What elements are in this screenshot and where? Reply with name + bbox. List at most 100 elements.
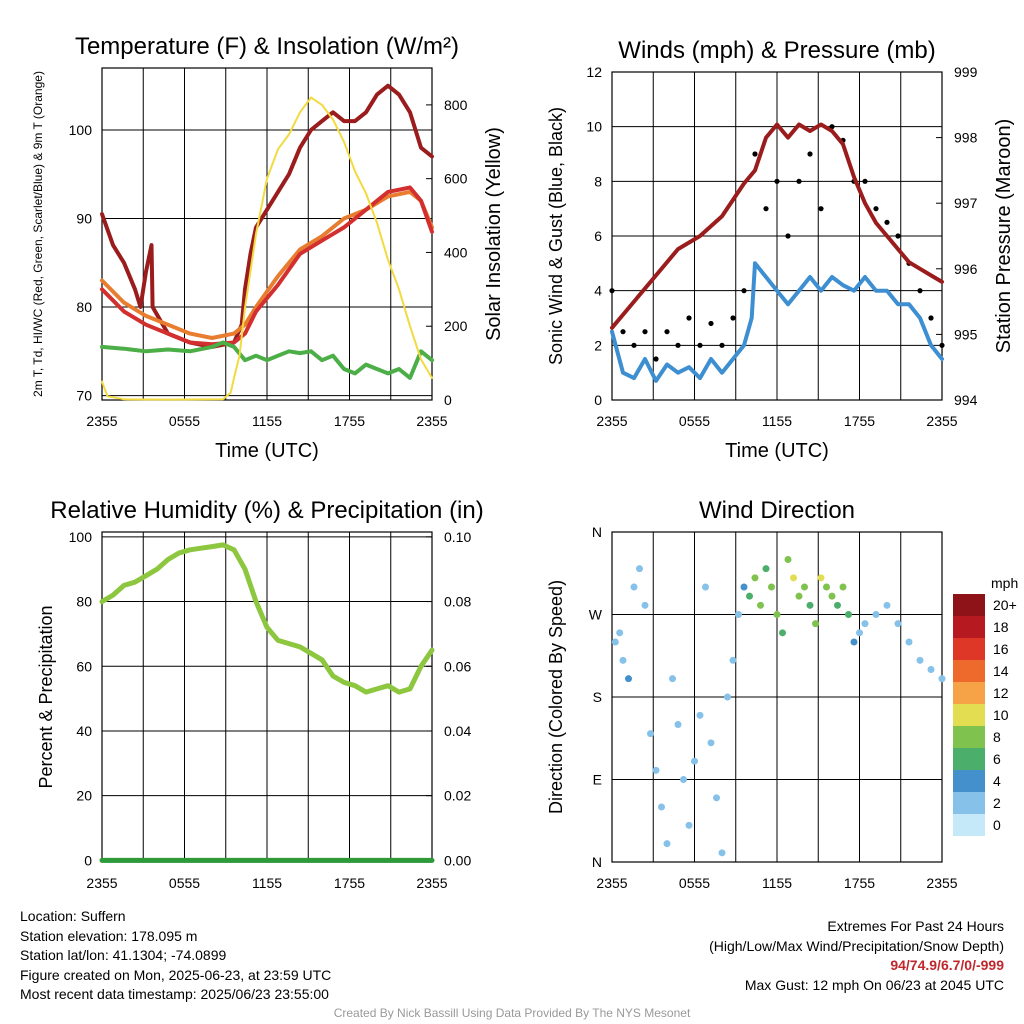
x-tick-label: 2355 <box>926 413 957 429</box>
legend-swatch <box>953 770 985 792</box>
chart-title: Relative Humidity (%) & Precipitation (i… <box>50 497 483 524</box>
gust-point <box>862 178 868 184</box>
x-tick-label: 1155 <box>762 875 792 891</box>
gust-point <box>763 206 769 212</box>
y-tick-label: 100 <box>69 122 93 138</box>
direction-point <box>768 583 775 591</box>
y2-tick-label: 600 <box>444 171 468 187</box>
series-line-2 <box>100 189 434 340</box>
legend-swatch <box>953 726 985 748</box>
direction-point <box>850 638 858 646</box>
chart-panel-2: 2355 0555 1155 1755 2355 Winds (mph) & Pressu… <box>546 37 1015 462</box>
direction-point <box>784 556 792 563</box>
direction-point <box>696 711 704 719</box>
legend-label: 4 <box>993 773 1001 789</box>
chart-panel-4: 2355 0555 1155 1755 2355 Wind Direction Direct… <box>546 497 1018 891</box>
direction-point <box>729 656 737 664</box>
y2-tick-label: 0.02 <box>444 788 471 804</box>
direction-point <box>883 601 891 609</box>
x-tick-label: 0555 <box>169 413 200 429</box>
y-tick-label: 90 <box>76 211 92 227</box>
figure-created: Figure created on Mon, 2025-06-23, at 23… <box>20 966 332 983</box>
direction-point <box>663 840 671 848</box>
max-gust: Max Gust: 12 mph On 06/23 at 2045 UTC <box>744 976 1004 993</box>
direction-point <box>674 721 682 728</box>
direction-point <box>746 592 753 600</box>
y-tick-label: 100 <box>69 529 93 545</box>
legend-swatch <box>953 682 985 704</box>
y-tick-label: 2 <box>594 337 602 353</box>
recent-data-timestamp: Most recent data timestamp: 2025/06/23 2… <box>20 986 329 1002</box>
series-line-1 <box>99 542 435 695</box>
credit-line: Created By Nick Bassill Using Data Provi… <box>333 1006 691 1020</box>
direction-point <box>762 565 770 573</box>
y-axis-label: Direction (Colored By Speed) <box>546 580 566 814</box>
gust-point <box>752 151 758 157</box>
gust-point <box>653 356 659 362</box>
legend-label: 8 <box>993 729 1001 745</box>
y-tick-label: 10 <box>586 119 602 135</box>
direction-point <box>652 766 660 774</box>
legend-label: 6 <box>993 751 1001 767</box>
y-tick-label: 6 <box>594 228 602 244</box>
direction-point <box>823 583 830 591</box>
legend-swatch <box>953 748 985 770</box>
y-tick-label: 0 <box>594 392 602 408</box>
direction-point <box>795 592 803 600</box>
direction-point <box>779 629 786 637</box>
y2-tick-label: 200 <box>444 318 468 334</box>
direction-point <box>641 601 649 609</box>
direction-point <box>905 638 913 646</box>
gust-point <box>631 342 637 348</box>
y2-tick-label: 999 <box>954 64 978 80</box>
station-elevation: Station elevation: 178.095 m <box>20 927 198 944</box>
x-tick-label: 2355 <box>86 413 117 429</box>
direction-point <box>718 849 726 857</box>
station-info: Location: Suffern Station elevation: 178… <box>20 907 331 1005</box>
direction-point <box>630 583 638 591</box>
y2-tick-label: 0.08 <box>444 594 471 610</box>
gust-point <box>873 206 879 212</box>
legend-swatch <box>953 704 985 726</box>
y2-tick-label: 0.10 <box>444 529 471 545</box>
direction-point <box>647 730 654 738</box>
gust-point <box>719 342 725 348</box>
legend-label: 12 <box>993 685 1009 701</box>
legend-label: 20+ <box>993 597 1017 613</box>
legend-swatch <box>953 660 985 682</box>
extremes-panel: Extremes For Past 24 Hours (High/Low/Max… <box>709 917 1004 995</box>
y-axis-label: Sonic Wind & Gust (Blue, Black) <box>546 107 566 365</box>
legend-swatch <box>953 638 985 660</box>
direction-point <box>894 620 902 628</box>
series-line-1 <box>610 261 944 383</box>
x-tick-label: 2355 <box>926 875 957 891</box>
direction-point <box>619 656 627 664</box>
station-latlon: Station lat/lon: 41.1304; -74.0899 <box>20 947 227 963</box>
chart-title: Wind Direction <box>699 497 855 524</box>
direction-point <box>801 583 808 591</box>
direction-point <box>790 574 797 582</box>
y2-tick-label: 998 <box>954 130 978 146</box>
series-line-3 <box>100 185 434 347</box>
direction-point <box>625 675 632 683</box>
gust-point <box>686 315 692 321</box>
gust-point <box>939 342 945 348</box>
direction-point <box>845 611 852 618</box>
x-tick-label: 1755 <box>334 875 365 891</box>
gust-point <box>708 320 714 327</box>
direction-point <box>812 620 819 628</box>
y2-tick-label: 0.00 <box>444 852 471 868</box>
x-tick-label: 1755 <box>844 875 875 891</box>
x-tick-label: 1755 <box>844 413 875 429</box>
gust-point <box>818 206 824 212</box>
legend-label: 18 <box>993 619 1009 635</box>
y-tick-label: 12 <box>586 64 602 80</box>
y-tick-label: E <box>593 772 602 788</box>
legend-title: mph <box>991 575 1018 591</box>
chart-title: Winds (mph) & Pressure (mb) <box>618 37 935 64</box>
gust-point <box>928 315 934 321</box>
direction-point <box>713 794 720 802</box>
x-tick-label: 0555 <box>169 875 200 891</box>
y-tick-label: 80 <box>76 299 92 315</box>
